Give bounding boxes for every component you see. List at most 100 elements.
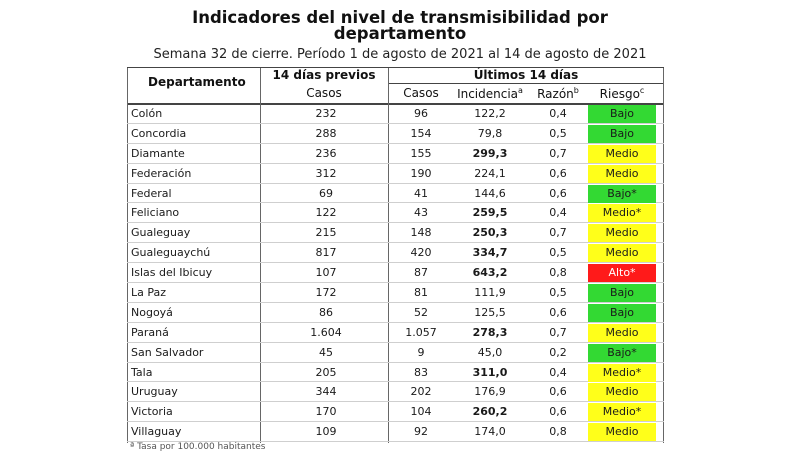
header-casos: Casos	[403, 86, 439, 100]
table-row: Tala 205 83 311,0 0,4 Medio*	[127, 363, 664, 383]
table-row: La Paz 172 81 111,9 0,5 Bajo	[127, 283, 664, 303]
cell-razon: 0,5	[549, 126, 567, 140]
cell-casos-previos: 172	[315, 286, 337, 300]
cell-riesgo: Bajo	[588, 303, 656, 322]
cell-casos: 202	[410, 385, 432, 399]
table-row: Gualeguay 215 148 250,3 0,7 Medio	[127, 223, 664, 244]
cell-riesgo: Medio	[588, 323, 656, 342]
cell-incidencia: 259,5	[472, 206, 508, 220]
cell-casos-previos: 45	[319, 345, 333, 359]
header-group-rule	[388, 83, 664, 84]
page-title: Indicadores del nivel de transmisibilida…	[0, 9, 800, 42]
cell-incidencia: 45,0	[477, 345, 503, 359]
cell-riesgo: Medio*	[588, 204, 656, 223]
header-incidencia-label: Incidencia	[457, 87, 519, 101]
cell-riesgo: Bajo*	[588, 184, 656, 203]
cell-casos: 81	[414, 286, 428, 300]
cell-razon: 0,2	[549, 345, 567, 359]
cell-departamento: Feliciano	[131, 206, 180, 220]
cell-riesgo: Bajo	[588, 124, 656, 143]
cell-riesgo: Medio	[588, 244, 656, 263]
cell-casos-previos: 344	[315, 385, 337, 399]
cell-razon: 0,7	[549, 226, 567, 240]
cell-departamento: Islas del Ibicuy	[131, 266, 213, 280]
cell-riesgo: Medio*	[588, 403, 656, 422]
cell-departamento: Victoria	[131, 405, 173, 419]
cell-casos: 154	[410, 126, 432, 140]
cell-incidencia: 125,5	[474, 305, 506, 319]
cell-departamento: La Paz	[131, 286, 167, 300]
footnote: ª Tasa por 100.000 habitantes	[130, 442, 266, 452]
cell-riesgo: Medio	[588, 164, 656, 183]
cell-casos-previos: 312	[315, 166, 337, 180]
cell-razon: 0,6	[549, 405, 567, 419]
header-razon: Razónb	[530, 86, 586, 101]
cell-casos: 1.057	[405, 325, 437, 339]
table-row: Nogoyá 86 52 125,5 0,6 Bajo	[127, 303, 664, 323]
header-razon-label: Razón	[537, 87, 574, 101]
table-row: Diamante 236 155 299,3 0,7 Medio	[127, 144, 664, 164]
cell-casos-previos: 122	[315, 206, 337, 220]
table-row: Uruguay 344 202 176,9 0,6 Medio	[127, 382, 664, 403]
table-right-border	[663, 68, 664, 443]
cell-casos-previos: 205	[315, 365, 337, 379]
cell-departamento: Villaguay	[131, 425, 182, 439]
cell-casos-previos: 817	[315, 246, 337, 260]
cell-riesgo: Bajo	[588, 284, 656, 303]
cell-riesgo: Bajo*	[588, 343, 656, 362]
cell-incidencia: 176,9	[474, 385, 506, 399]
table-row: Villaguay 109 92 174,0 0,8 Medio	[127, 422, 664, 443]
header-riesgo: Riesgoc	[588, 86, 656, 101]
cell-incidencia: 122,2	[474, 107, 506, 120]
cell-riesgo: Medio	[588, 144, 656, 163]
cell-casos-previos: 1.604	[310, 325, 342, 339]
header-incidencia-sup: a	[518, 86, 523, 95]
cell-departamento: Tala	[131, 365, 153, 379]
cell-razon: 0,5	[549, 286, 567, 300]
cell-razon: 0,7	[549, 146, 567, 160]
cell-incidencia: 174,0	[474, 425, 506, 439]
cell-departamento: Uruguay	[131, 385, 178, 399]
cell-casos: 190	[410, 166, 432, 180]
cell-razon: 0,6	[549, 305, 567, 319]
cell-casos: 87	[414, 266, 428, 280]
cell-incidencia: 144,6	[474, 186, 506, 200]
table-row: Federación 312 190 224,1 0,6 Medio	[127, 164, 664, 184]
header-departamento: Departamento	[148, 75, 246, 89]
header-previos-group: 14 días previos	[272, 68, 376, 82]
cell-departamento: San Salvador	[131, 345, 204, 359]
cell-razon: 0,6	[549, 166, 567, 180]
cell-incidencia: 311,0	[472, 365, 508, 379]
cell-departamento: Gualeguaychú	[131, 246, 211, 260]
cell-departamento: Nogoyá	[131, 305, 173, 319]
cell-riesgo: Bajo	[588, 105, 656, 123]
cell-razon: 0,7	[549, 325, 567, 339]
cell-riesgo: Medio	[588, 224, 656, 243]
cell-razon: 0,8	[549, 266, 567, 280]
cell-casos-previos: 69	[319, 186, 333, 200]
cell-riesgo: Alto*	[588, 264, 656, 283]
header-bottom-rule	[127, 103, 664, 105]
table-body: Colón 232 96 122,2 0,4 Bajo Concordia 288 154 79,…	[127, 104, 664, 443]
cell-incidencia: 260,2	[472, 405, 508, 419]
cell-incidencia: 299,3	[472, 146, 508, 160]
table-row: Federal 69 41 144,6 0,6 Bajo*	[127, 184, 664, 204]
column-divider-2	[388, 68, 389, 443]
cell-departamento: Federación	[131, 166, 192, 180]
cell-razon: 0,4	[549, 365, 567, 379]
cell-razon: 0,6	[549, 186, 567, 200]
cell-departamento: Federal	[131, 186, 172, 200]
cell-casos: 92	[414, 425, 428, 439]
cell-casos-previos: 170	[315, 405, 337, 419]
cell-casos: 9	[417, 345, 425, 359]
cell-casos-previos: 215	[315, 226, 337, 240]
header-ultimos-group: Últimos 14 días	[473, 68, 579, 82]
cell-casos: 52	[414, 305, 428, 319]
table-row: Paraná 1.604 1.057 278,3 0,7 Medio	[127, 323, 664, 343]
cell-departamento: Diamante	[131, 146, 185, 160]
cell-departamento: Colón	[131, 107, 163, 120]
cell-razon: 0,8	[549, 425, 567, 439]
header-razon-sup: b	[573, 86, 579, 95]
cell-incidencia: 224,1	[474, 166, 506, 180]
cell-casos: 41	[414, 186, 428, 200]
